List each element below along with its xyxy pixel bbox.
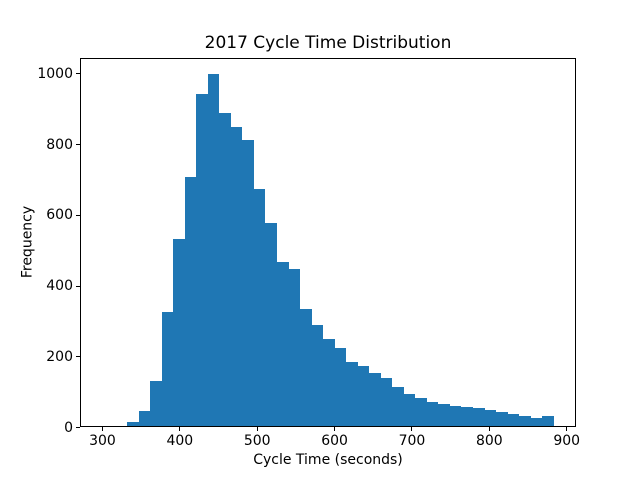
x-tick-label: 500	[243, 433, 271, 449]
histogram-bar	[139, 411, 150, 426]
histogram-bar	[323, 339, 335, 426]
y-tick-mark	[76, 285, 80, 287]
histogram-bar	[185, 177, 196, 426]
y-tick-mark	[76, 214, 80, 216]
x-tick-mark	[101, 427, 103, 431]
histogram-bar	[231, 127, 242, 426]
histogram-bar	[473, 408, 485, 426]
histogram-bar	[496, 412, 508, 426]
histogram-bar	[438, 404, 450, 426]
x-tick-label: 300	[89, 433, 116, 449]
histogram-bar	[392, 387, 404, 426]
histogram-bar	[519, 416, 531, 426]
histogram-bar	[219, 113, 231, 426]
histogram-bar	[346, 362, 358, 426]
y-tick-label: 400	[46, 278, 73, 295]
x-tick-label: 800	[475, 433, 503, 449]
y-tick-label: 600	[46, 207, 73, 224]
y-tick-mark	[76, 73, 80, 75]
x-tick-label: 700	[398, 433, 426, 449]
histogram-bar	[242, 140, 254, 426]
histogram-bar	[335, 348, 346, 426]
histogram-bar	[196, 94, 208, 426]
x-tick-mark	[179, 427, 181, 431]
x-tick-mark	[334, 427, 336, 431]
histogram-bar	[277, 262, 289, 426]
histogram-bar	[415, 398, 427, 426]
y-tick-label: 800	[46, 136, 73, 153]
x-axis-label: Cycle Time (seconds)	[253, 452, 403, 468]
histogram-bar	[381, 378, 392, 426]
y-tick-mark	[76, 427, 80, 429]
histogram-bar	[531, 418, 542, 426]
histogram-bar	[369, 373, 381, 426]
x-tick-label: 600	[321, 433, 348, 449]
histogram-bar	[427, 402, 438, 426]
histogram-bar	[358, 366, 369, 426]
histogram-bar	[150, 381, 162, 426]
y-tick-mark	[76, 356, 80, 358]
y-tick-mark	[76, 144, 80, 146]
histogram-bar	[127, 422, 139, 426]
histogram-bar	[404, 394, 415, 426]
chart-title: 2017 Cycle Time Distribution	[204, 33, 452, 53]
y-tick-label: 0	[64, 419, 73, 436]
y-tick-label: 200	[46, 348, 73, 365]
histogram-bar	[254, 189, 265, 426]
histogram-bar	[289, 269, 300, 426]
x-tick-mark	[488, 427, 490, 431]
histogram-bar	[508, 414, 519, 426]
histogram-bar	[173, 239, 185, 426]
histogram-bar	[300, 309, 312, 426]
plot-area	[80, 58, 576, 427]
x-tick-label: 400	[166, 433, 194, 449]
histogram-bar	[312, 325, 323, 426]
histogram-bar	[461, 407, 473, 426]
x-tick-mark	[566, 427, 568, 431]
x-tick-label: 900	[553, 433, 581, 449]
y-tick-label: 1000	[37, 65, 73, 82]
histogram-bars	[81, 59, 575, 426]
histogram-bar	[265, 223, 277, 426]
histogram-bar	[450, 406, 461, 426]
x-tick-mark	[411, 427, 413, 431]
histogram-bar	[208, 74, 219, 426]
x-tick-mark	[256, 427, 258, 431]
histogram-bar	[485, 410, 496, 426]
histogram-bar	[162, 312, 173, 426]
histogram-bar	[542, 416, 554, 426]
